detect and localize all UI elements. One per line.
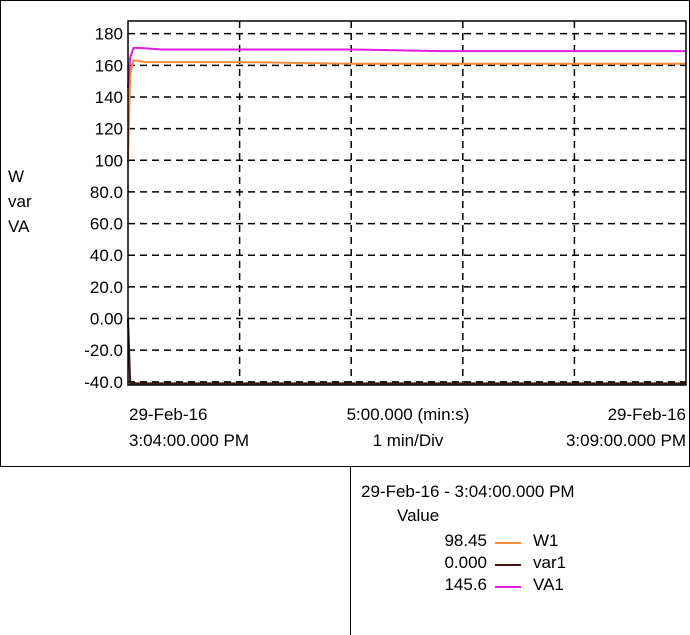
y-axis-label-va: VA [8,217,30,236]
legend-swatch-var1 [495,564,521,566]
x-end-date: 29-Feb-16 [608,405,686,424]
legend-panel: 29-Feb-16 - 3:04:00.000 PM Value 98.45 W… [350,467,690,635]
y-tick-label: 60.0 [90,215,123,234]
series-line-var1 [127,318,686,385]
y-axis-ticks: 180 160 140 120 100 80.0 60.0 40.0 20.0 0.00 -20.0… [84,25,123,392]
chart: 180 160 140 120 100 80.0 60.0 40.0 20.0 0.00 -20.0… [0,0,690,467]
y-tick-label: 140 [95,88,123,107]
y-tick-label: 40.0 [90,246,123,265]
x-end-time: 3:09:00.000 PM [566,431,686,450]
legend-value-header: Value [397,506,440,525]
grid [128,21,686,385]
legend-timestamp: 29-Feb-16 - 3:04:00.000 PM [361,482,575,501]
y-tick-label: 120 [95,120,123,139]
series-line-va1 [127,46,686,89]
y-tick-label: 80.0 [90,183,123,202]
y-tick-label: 100 [95,151,123,170]
legend-value-var1: 0.000 [444,553,487,572]
y-tick-label: 0.00 [90,310,123,329]
y-tick-label: 160 [95,56,123,75]
legend-value-va1: 145.6 [444,575,487,594]
y-axis-label-var: var [8,192,32,211]
legend-name-va1: VA1 [533,575,564,594]
y-tick-label: -20.0 [84,341,123,360]
series-line-w1 [127,59,686,163]
legend-swatch-w1 [495,542,521,544]
legend-value-w1: 98.45 [444,531,487,550]
plot-area-border [127,20,687,386]
y-axis-label: W var VA [8,167,32,236]
y-tick-label: 20.0 [90,278,123,297]
x-span-label: 5:00.000 (min:s) [347,405,470,424]
y-axis-label-w: W [8,167,24,186]
x-start-date: 29-Feb-16 [129,405,207,424]
legend-name-w1: W1 [533,531,559,550]
y-tick-label: 180 [95,25,123,44]
legend-swatch-va1 [495,586,521,588]
y-tick-label: -40.0 [84,373,123,392]
legend-name-var1: var1 [533,553,567,572]
x-division-label: 1 min/Div [373,431,444,450]
x-axis-labels: 29-Feb-16 3:04:00.000 PM 5:00.000 (min:s… [129,405,686,450]
x-start-time: 3:04:00.000 PM [129,431,249,450]
series-lines [127,46,686,385]
